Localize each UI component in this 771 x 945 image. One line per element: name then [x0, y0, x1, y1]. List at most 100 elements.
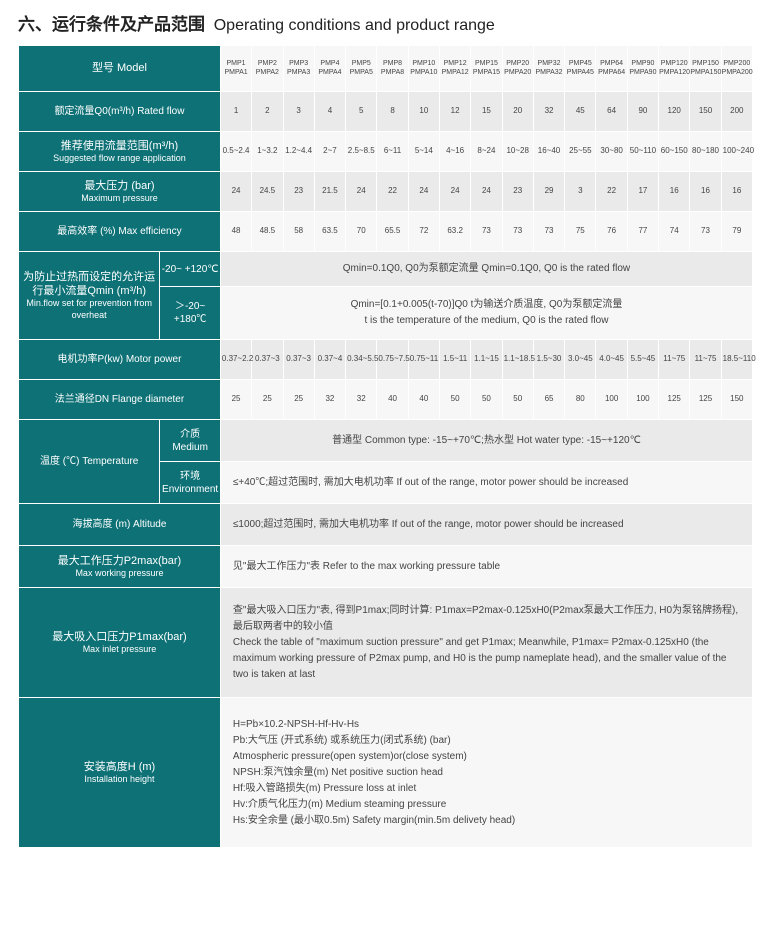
data-cell: 25	[283, 380, 314, 420]
data-cell: 70	[346, 212, 377, 252]
altitude-text: ≤1000;超过范围时, 需加大电机功率 If out of the range…	[220, 504, 752, 546]
data-cell: 74	[659, 212, 690, 252]
qmin-range1-label: -20~ +120℃	[160, 252, 221, 287]
data-cell: 4	[314, 92, 345, 132]
data-cell: 15	[471, 92, 502, 132]
data-cell: 5~14	[408, 132, 439, 172]
data-cell: 24	[346, 172, 377, 212]
model-header: PMP150PMPA150	[690, 46, 721, 92]
model-header: PMP5PMPA5	[346, 46, 377, 92]
model-header: PMP90PMPA90	[627, 46, 658, 92]
model-header: PMP4PMPA4	[314, 46, 345, 92]
data-cell: 63.2	[439, 212, 470, 252]
data-cell: 73	[533, 212, 564, 252]
data-cell: 3	[565, 172, 596, 212]
data-cell: 20	[502, 92, 533, 132]
data-cell: 120	[659, 92, 690, 132]
data-cell: 5.5~45	[627, 340, 658, 380]
data-cell: 5	[346, 92, 377, 132]
p2max-text: 见"最大工作压力"表 Refer to the max working pres…	[220, 546, 752, 588]
data-cell: 1.5~11	[439, 340, 470, 380]
data-cell: 1.1~15	[471, 340, 502, 380]
temp-env-label: 环境Environment	[160, 462, 221, 504]
data-cell: 11~75	[690, 340, 721, 380]
data-cell: 100	[627, 380, 658, 420]
data-cell: 80~180	[690, 132, 721, 172]
data-cell: 0.37~2.2	[220, 340, 251, 380]
data-cell: 16	[659, 172, 690, 212]
data-cell: 2.5~8.5	[346, 132, 377, 172]
data-cell: 73	[690, 212, 721, 252]
qmin-range2-label: ＞-20~ +180℃	[160, 287, 221, 340]
data-cell: 30~80	[596, 132, 627, 172]
data-cell: 2~7	[314, 132, 345, 172]
data-cell: 1~3.2	[252, 132, 283, 172]
data-cell: 29	[533, 172, 564, 212]
data-cell: 8	[377, 92, 408, 132]
row-label-qmin: 为防止过热而设定的允许运行最小流量Qmin (m³/h)Min.flow set…	[19, 252, 160, 340]
data-cell: 125	[690, 380, 721, 420]
data-cell: 10	[408, 92, 439, 132]
data-cell: 0.37~3	[283, 340, 314, 380]
data-cell: 16	[721, 172, 752, 212]
spec-table: 型号 ModelPMP1PMPA1PMP2PMPA2PMP3PMPA3PMP4P…	[18, 45, 753, 848]
data-cell: 25	[252, 380, 283, 420]
data-cell: 1.2~4.4	[283, 132, 314, 172]
section-title: 六、运行条件及产品范围 Operating conditions and pro…	[18, 10, 753, 35]
data-cell: 79	[721, 212, 752, 252]
data-cell: 32	[314, 380, 345, 420]
row-label-rated-flow: 额定流量Q0(m³/h) Rated flow	[19, 92, 221, 132]
data-cell: 0.37~3	[252, 340, 283, 380]
data-cell: 16	[690, 172, 721, 212]
data-cell: 72	[408, 212, 439, 252]
data-cell: 73	[502, 212, 533, 252]
data-cell: 23	[502, 172, 533, 212]
data-cell: 50	[471, 380, 502, 420]
data-cell: 24.5	[252, 172, 283, 212]
data-cell: 45	[565, 92, 596, 132]
row-label-p1max: 最大吸入口压力P1max(bar)Max inlet pressure	[19, 588, 221, 698]
data-cell: 1.1~18.5	[502, 340, 533, 380]
data-cell: 23	[283, 172, 314, 212]
model-header: PMP10PMPA10	[408, 46, 439, 92]
row-label-motor-power: 电机功率P(kw) Motor power	[19, 340, 221, 380]
data-cell: 58	[283, 212, 314, 252]
data-cell: 3.0~45	[565, 340, 596, 380]
data-cell: 50	[439, 380, 470, 420]
data-cell: 10~28	[502, 132, 533, 172]
data-cell: 24	[220, 172, 251, 212]
data-cell: 0.5~2.4	[220, 132, 251, 172]
temp-medium-text: 普通型 Common type: -15~+70℃;热水型 Hot water …	[220, 420, 752, 462]
model-header: PMP32PMPA32	[533, 46, 564, 92]
data-cell: 22	[596, 172, 627, 212]
p1max-text: 查"最大吸入口压力"表, 得到P1max;同时计算: P1max=P2max-0…	[220, 588, 752, 698]
data-cell: 21.5	[314, 172, 345, 212]
qmin-range2-text: Qmin=[0.1+0.005(t-70)]Q0 t为输送介质温度, Q0为泵额…	[220, 287, 752, 340]
data-cell: 48	[220, 212, 251, 252]
row-label-model: 型号 Model	[19, 46, 221, 92]
model-header: PMP20PMPA20	[502, 46, 533, 92]
data-cell: 4.0~45	[596, 340, 627, 380]
row-label-max-pressure: 最大压力 (bar)Maximum pressure	[19, 172, 221, 212]
data-cell: 76	[596, 212, 627, 252]
data-cell: 150	[721, 380, 752, 420]
model-header: PMP15PMPA15	[471, 46, 502, 92]
data-cell: 40	[377, 380, 408, 420]
data-cell: 125	[659, 380, 690, 420]
data-cell: 1.5~30	[533, 340, 564, 380]
data-cell: 50~110	[627, 132, 658, 172]
model-header: PMP64PMPA64	[596, 46, 627, 92]
data-cell: 50	[502, 380, 533, 420]
model-header: PMP2PMPA2	[252, 46, 283, 92]
data-cell: 63.5	[314, 212, 345, 252]
data-cell: 18.5~110	[721, 340, 752, 380]
model-header: PMP45PMPA45	[565, 46, 596, 92]
data-cell: 6~11	[377, 132, 408, 172]
data-cell: 75	[565, 212, 596, 252]
data-cell: 8~24	[471, 132, 502, 172]
data-cell: 32	[533, 92, 564, 132]
row-label-temperature: 温度 (℃) Temperature	[19, 420, 160, 504]
install-height-text: H=Pb×10.2-NPSH-Hf-Hv-HsPb:大气压 (开式系统) 或系统…	[220, 698, 752, 848]
data-cell: 40	[408, 380, 439, 420]
temp-env-text: ≤+40℃;超过范围时, 需加大电机功率 If out of the range…	[220, 462, 752, 504]
